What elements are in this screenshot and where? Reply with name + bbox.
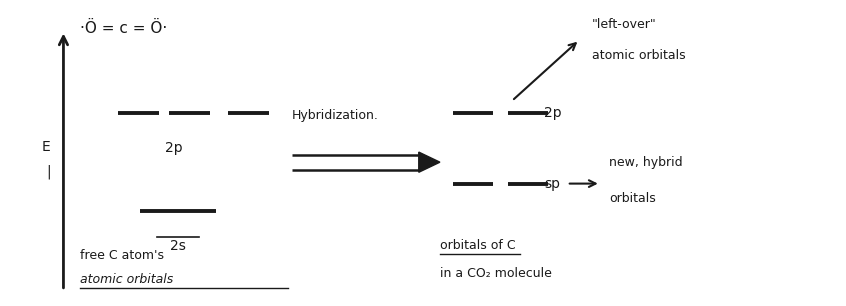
Text: in a CO₂ molecule: in a CO₂ molecule <box>440 267 552 280</box>
Text: 2p: 2p <box>544 106 562 120</box>
Text: atomic orbitals: atomic orbitals <box>80 273 173 286</box>
Text: new, hybrid: new, hybrid <box>609 156 683 169</box>
Text: sp: sp <box>544 177 560 191</box>
Text: |: | <box>47 164 51 179</box>
Text: free C atom's: free C atom's <box>80 249 164 262</box>
Text: orbitals of C: orbitals of C <box>440 240 515 252</box>
Text: atomic orbitals: atomic orbitals <box>592 49 686 62</box>
Text: "left-over": "left-over" <box>592 18 657 31</box>
Text: 2s: 2s <box>170 239 185 253</box>
Text: Hybridization.: Hybridization. <box>292 110 379 122</box>
Text: 2p: 2p <box>165 141 182 155</box>
Polygon shape <box>419 152 440 172</box>
Text: orbitals: orbitals <box>609 192 656 205</box>
Text: E: E <box>42 140 51 154</box>
Text: ·Ö = c = Ö·: ·Ö = c = Ö· <box>80 21 168 36</box>
